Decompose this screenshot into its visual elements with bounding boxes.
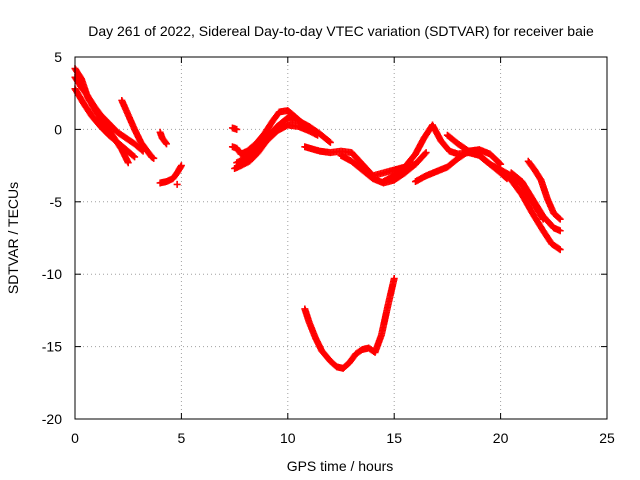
data-point [326,138,334,146]
y-tick-label: -15 [42,339,62,355]
data-point [173,180,181,188]
y-tick-label: -20 [42,411,62,427]
data-point [150,154,158,162]
x-tick-label: 25 [599,430,615,446]
y-axis-label: SDTVAR / TECUs [5,182,21,294]
y-tick-label: -10 [42,266,62,282]
data-point [325,137,333,145]
x-tick-label: 15 [386,430,402,446]
data-point [233,125,241,133]
x-tick-label: 0 [71,430,79,446]
chart-title: Day 261 of 2022, Sidereal Day-to-day VTE… [88,23,594,39]
x-tick-label: 10 [280,430,296,446]
data-point [177,162,185,170]
y-tick-label: 0 [54,121,62,137]
data-point [390,275,398,283]
data-point [555,214,563,222]
data-point [421,150,429,158]
y-tick-label: 5 [54,49,62,65]
data-point [555,245,563,253]
y-tick-label: -5 [50,194,63,210]
data-point [162,139,170,147]
data-point [556,215,564,223]
x-tick-label: 20 [493,430,509,446]
data-point [163,140,171,148]
data-point [556,227,564,235]
data-point [129,152,137,160]
data-point [124,159,132,167]
data-point [422,149,430,157]
data-point [131,153,139,161]
x-axis-label: GPS time / hours [287,458,394,474]
axis-ticks: 0 5 10 15 20 25 5 0 -5 -10 -15 -20 [42,49,615,446]
data-point [556,246,564,254]
x-tick-label: 5 [178,430,186,446]
plot-frame [74,56,608,420]
data-point [496,159,504,167]
data-points [71,65,564,372]
